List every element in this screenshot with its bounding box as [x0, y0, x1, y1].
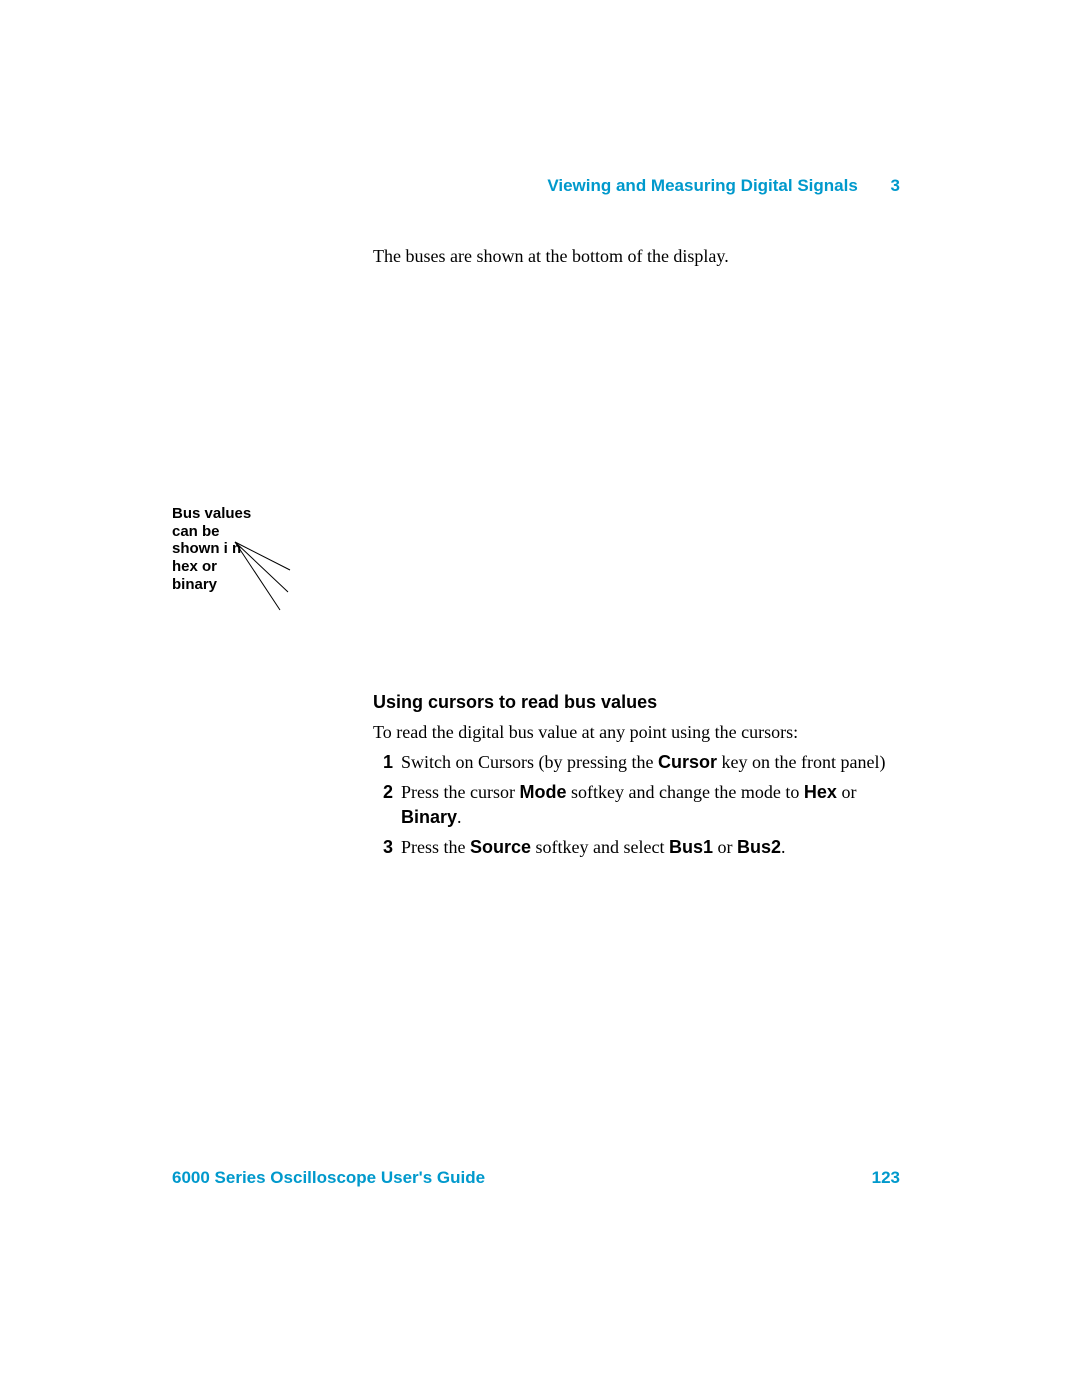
- step: 1 Switch on Cursors (by pressing the Curs…: [373, 750, 903, 774]
- footer-title: 6000 Series Oscilloscope User's Guide: [172, 1168, 485, 1188]
- step-text: Press the cursor: [401, 782, 519, 802]
- step-text: .: [457, 807, 462, 827]
- step-bold-term: Mode: [519, 782, 566, 802]
- chapter-number: 3: [891, 176, 900, 195]
- footer-page-number: 123: [872, 1168, 900, 1188]
- chapter-title: Viewing and Measuring Digital Signals: [547, 176, 857, 195]
- running-footer: 6000 Series Oscilloscope User's Guide 12…: [172, 1168, 900, 1188]
- section-intro: To read the digital bus value at any poi…: [373, 722, 798, 743]
- step-text: or: [837, 782, 857, 802]
- step-bold-term: Cursor: [658, 752, 717, 772]
- step-bold-term: Bus1: [669, 837, 713, 857]
- step-text: softkey and change the mode to: [566, 782, 803, 802]
- callout-line: Bus values: [172, 505, 282, 523]
- step-bold-term: Binary: [401, 807, 457, 827]
- step-bold-term: Source: [470, 837, 531, 857]
- step-body: Switch on Cursors (by pressing the Curso…: [401, 750, 891, 774]
- step-list: 1 Switch on Cursors (by pressing the Curs…: [373, 750, 903, 865]
- step-text: Press the: [401, 837, 470, 857]
- step-bold-term: Hex: [804, 782, 837, 802]
- step-body: Press the Source softkey and select Bus1…: [401, 835, 891, 859]
- section-heading: Using cursors to read bus values: [373, 692, 657, 713]
- step: 3 Press the Source softkey and select Bus…: [373, 835, 903, 859]
- step-text: or: [713, 837, 737, 857]
- callout-pointer-lines: [230, 530, 320, 620]
- intro-text: The buses are shown at the bottom of the…: [373, 246, 729, 267]
- step-body: Press the cursor Mode softkey and change…: [401, 780, 891, 829]
- step-number: 1: [373, 750, 393, 774]
- step-bold-term: Bus2: [737, 837, 781, 857]
- step-text: key on the front panel): [717, 752, 885, 772]
- step-text: softkey and select: [531, 837, 669, 857]
- running-header: Viewing and Measuring Digital Signals 3: [547, 176, 900, 196]
- step-text: Switch on Cursors (by pressing the: [401, 752, 658, 772]
- page: Viewing and Measuring Digital Signals 3 …: [0, 0, 1080, 1397]
- step-text: .: [781, 837, 786, 857]
- step-number: 3: [373, 835, 393, 859]
- step-number: 2: [373, 780, 393, 804]
- step: 2 Press the cursor Mode softkey and chang…: [373, 780, 903, 829]
